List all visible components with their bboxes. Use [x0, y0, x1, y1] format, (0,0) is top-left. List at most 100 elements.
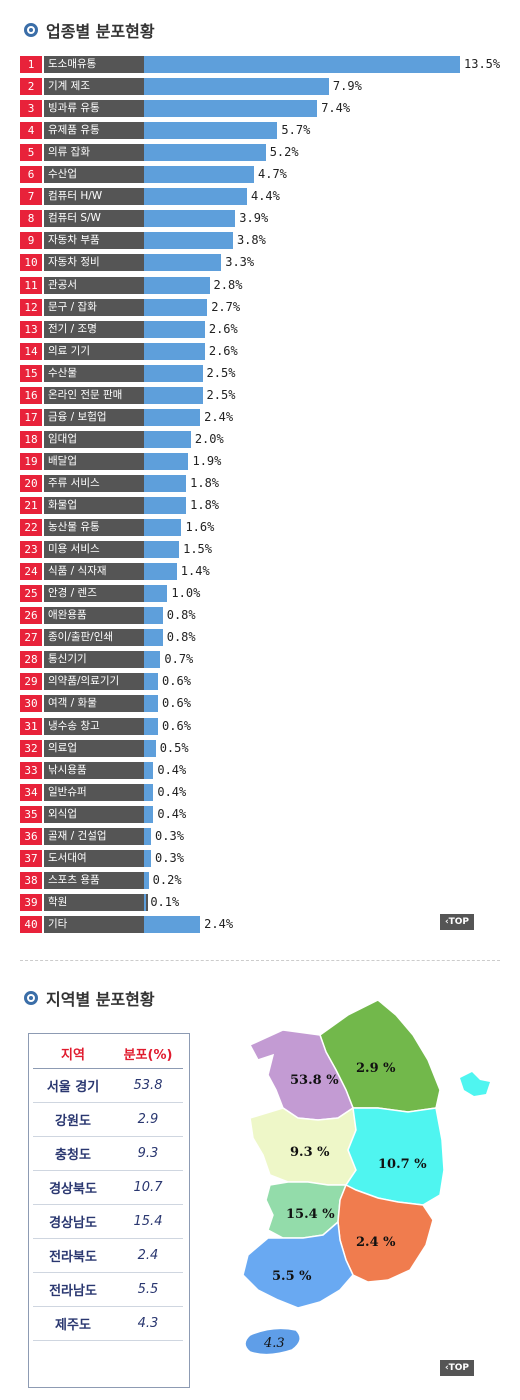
- value-label: 0.7%: [164, 652, 194, 667]
- category-label: 기계 제조: [44, 78, 148, 96]
- category-label: 컴퓨터 H/W: [44, 188, 148, 206]
- bar-row: 4 유제품 유통 5.7%: [20, 122, 510, 140]
- category-label: 금융 / 보험업: [44, 408, 148, 426]
- bar: [144, 519, 182, 537]
- bar: [144, 56, 460, 73]
- category-label: 도서대여: [44, 849, 148, 867]
- bar-row: 39 학원 0.1%: [20, 893, 510, 911]
- bar: [144, 78, 329, 96]
- rank-label: 40: [20, 915, 42, 933]
- top-button[interactable]: ‹TOP: [440, 1360, 474, 1376]
- bar-row: 31 냉수송 창고 0.6%: [20, 717, 510, 735]
- region-value: 53.8: [113, 1068, 183, 1103]
- value-label: 4.4%: [250, 189, 280, 204]
- category-label: 스포츠 용품: [44, 871, 148, 889]
- category-label: 의료업: [44, 739, 148, 757]
- category-label: 여객 / 화물: [44, 695, 148, 713]
- bar-row: 21 화물업 1.8%: [20, 497, 510, 514]
- bar: [144, 717, 159, 735]
- bar-row: 36 골재 / 건설업 0.3%: [20, 827, 510, 845]
- bar-row: 10 자동차 정비 3.3%: [20, 254, 510, 272]
- category-label: 컴퓨터 S/W: [44, 210, 148, 228]
- region-name: 서울 경기: [33, 1068, 113, 1103]
- map-label-gyeongnam: 2.4 %: [356, 1235, 396, 1250]
- korea-region-map: 53.8 % 2.9 % 9.3 % 10.7 % 15.4 % 2.4 % 5…: [242, 999, 490, 1356]
- bar: [144, 651, 161, 669]
- bar: [144, 805, 154, 823]
- bar: [144, 166, 254, 184]
- bar-row: 3 빙과류 유통 7.4%: [20, 100, 510, 118]
- value-label: 1.9%: [192, 453, 222, 468]
- bar: [144, 695, 159, 713]
- bar: [144, 276, 210, 294]
- bar-row: 35 외식업 0.4%: [20, 805, 510, 823]
- bar: [144, 629, 163, 647]
- map-label-gyeongbuk: 10.7 %: [378, 1157, 427, 1172]
- region-value: 2.9: [113, 1102, 183, 1137]
- rank-label: 25: [20, 585, 42, 603]
- bar: [144, 210, 236, 228]
- bar-row: 11 관공서 2.8%: [20, 276, 510, 294]
- value-label: 2.4%: [204, 409, 234, 424]
- category-label: 빙과류 유통: [44, 100, 148, 118]
- value-label: 0.8%: [166, 608, 196, 623]
- value-label: 0.3%: [155, 850, 184, 865]
- rank-label: 26: [20, 607, 42, 625]
- category-label: 낚시용품: [44, 761, 148, 779]
- rank-label: 20: [20, 474, 42, 492]
- industry-section-title: 업종별 분포현황: [24, 18, 155, 42]
- bar-row: 16 온라인 전문 판매 2.5%: [20, 386, 510, 404]
- top-button[interactable]: ‹TOP: [440, 914, 474, 930]
- bar: [144, 386, 203, 404]
- category-label: 화물업: [44, 497, 148, 514]
- category-label: 전기 / 조명: [44, 320, 148, 338]
- region-value: 10.7: [113, 1170, 183, 1205]
- map-label-jeonnam: 5.5 %: [272, 1269, 312, 1284]
- region-name: 전라남도: [33, 1272, 113, 1307]
- rank-label: 23: [20, 541, 42, 559]
- rank-label: 33: [20, 761, 42, 779]
- section-divider: [20, 960, 500, 961]
- value-label: 2.6%: [208, 343, 238, 358]
- value-label: 0.4%: [157, 762, 187, 777]
- category-label: 냉수송 창고: [44, 717, 148, 735]
- bar: [144, 188, 247, 206]
- category-label: 유제품 유통: [44, 122, 148, 140]
- category-label: 미용 서비스: [44, 541, 148, 559]
- bar-row: 38 스포츠 용품 0.2%: [20, 871, 510, 889]
- bar-row: 20 주류 서비스 1.8%: [20, 474, 510, 492]
- rank-label: 38: [20, 871, 42, 889]
- bar: [144, 585, 168, 603]
- bar-row: 30 여객 / 화물 0.6%: [20, 695, 510, 713]
- category-label: 일반슈퍼: [44, 783, 148, 801]
- value-label: 3.8%: [236, 233, 266, 248]
- map-island-ulleung: [460, 1072, 490, 1096]
- bar-row: 9 자동차 부품 3.8%: [20, 232, 510, 250]
- map-label-jeonbuk: 15.4 %: [286, 1207, 335, 1222]
- category-label: 안경 / 렌즈: [44, 585, 148, 603]
- category-label: 애완용품: [44, 607, 148, 625]
- category-label: 농산물 유통: [44, 519, 148, 537]
- category-label: 의약품/의료기기: [44, 673, 148, 691]
- bar-row: 7 컴퓨터 H/W 4.4%: [20, 188, 510, 206]
- table-row: 서울 경기 53.8: [33, 1068, 183, 1103]
- value-label: 5.7%: [281, 123, 311, 138]
- category-label: 기타: [44, 915, 148, 933]
- value-label: 1.8%: [190, 475, 220, 490]
- map-label-seoul-gyeonggi: 53.8 %: [290, 1073, 339, 1088]
- category-label: 도소매유통: [44, 56, 148, 73]
- region-name: 경상남도: [33, 1204, 113, 1239]
- category-label: 온라인 전문 판매: [44, 386, 148, 404]
- bar: [144, 364, 203, 382]
- bar-row: 12 문구 / 잡화 2.7%: [20, 298, 510, 316]
- rank-label: 9: [20, 232, 42, 250]
- bar-row: 19 배달업 1.9%: [20, 452, 510, 470]
- value-label: 0.3%: [155, 828, 184, 843]
- category-label: 식품 / 식자재: [44, 563, 148, 581]
- rank-label: 12: [20, 298, 42, 316]
- map-label-chungcheong: 9.3 %: [290, 1145, 330, 1160]
- rank-label: 3: [20, 100, 42, 118]
- bar: [144, 254, 222, 272]
- value-label: 3.3%: [225, 255, 255, 270]
- table-row: 전라남도 5.5: [33, 1272, 183, 1307]
